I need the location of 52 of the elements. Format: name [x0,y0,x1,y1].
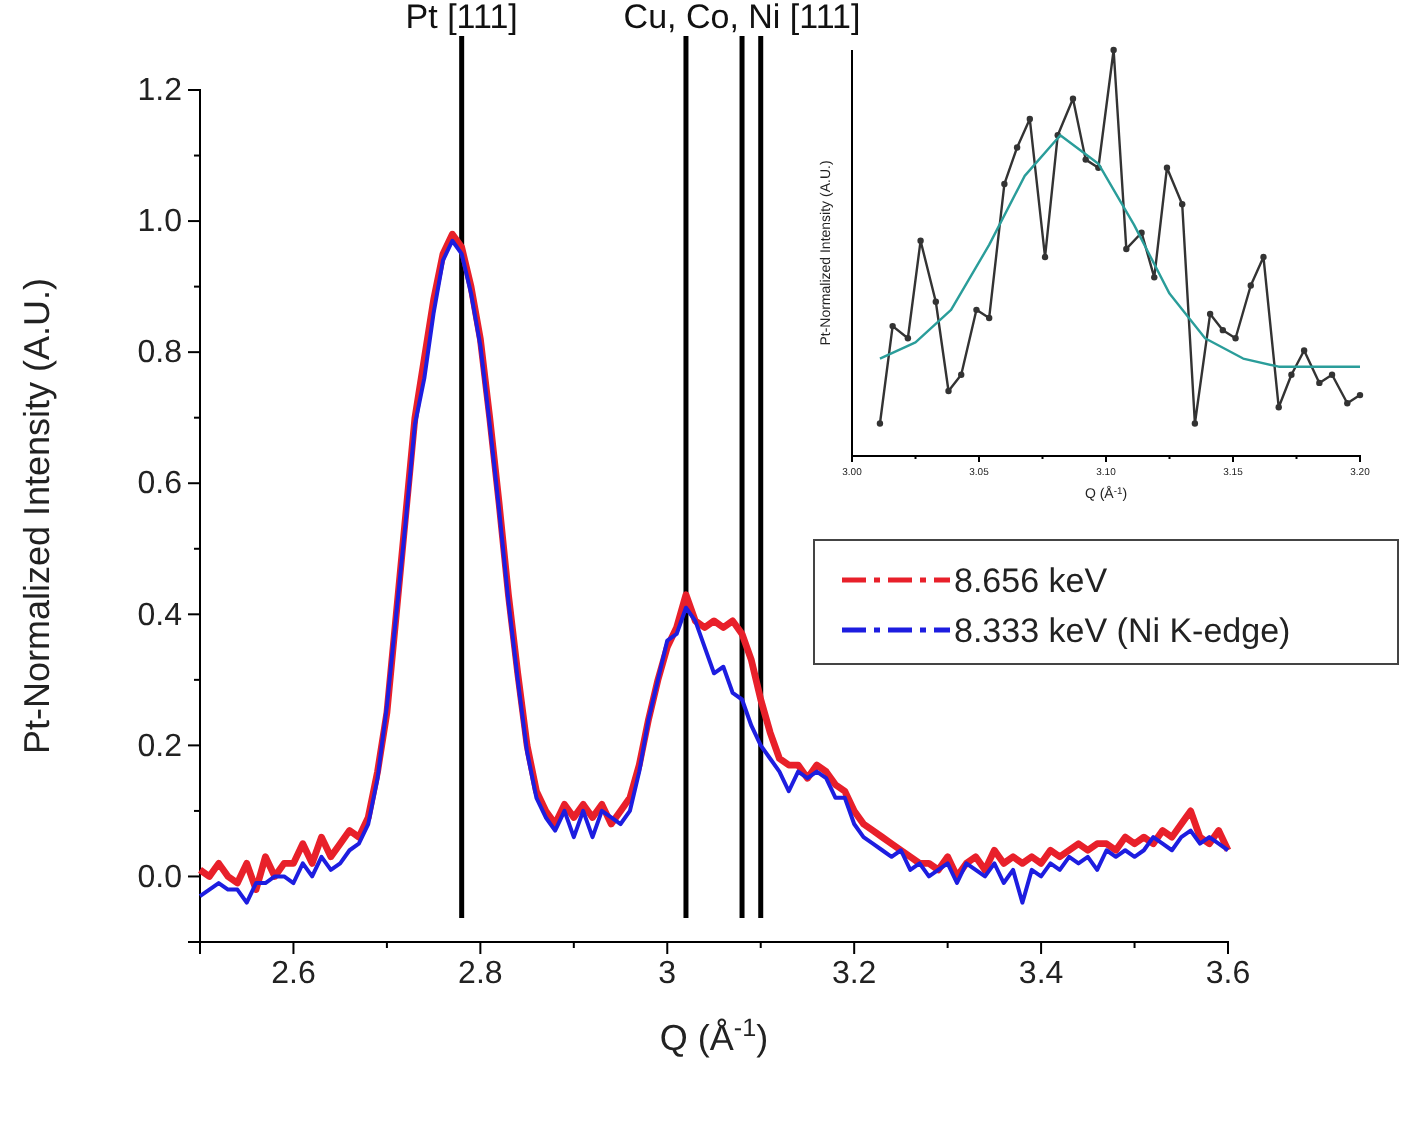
point [1163,164,1171,171]
point [1344,400,1351,407]
x-tick-label: 3 [658,956,677,991]
y-tick-label: 1.2 [137,74,183,109]
point [917,237,924,245]
point [1316,379,1323,387]
point [1082,156,1089,163]
point [889,322,896,330]
point [1191,420,1199,427]
point [932,298,940,305]
point [1179,201,1186,208]
x-tick-label: 2.8 [458,956,503,991]
point [1247,282,1254,289]
point [1001,180,1008,188]
point [1288,371,1295,378]
point [958,371,965,378]
y-tick-label: 0.0 [137,860,183,895]
point [1123,245,1130,253]
point [1300,347,1308,354]
y-tick-label: 0.8 [137,336,183,371]
ref-line-label: Pt [111] [405,0,518,36]
x-tick-label: 3.4 [1018,956,1064,991]
legend-label: 8.656 keV [954,562,1109,600]
point [1013,144,1021,151]
ref-line-label: Cu, Co, Ni [111] [623,0,861,36]
y-tick-label: 0.2 [137,729,183,764]
point [973,306,980,314]
point [1232,335,1239,342]
point [1356,391,1364,399]
point [1260,253,1267,261]
point [945,387,952,395]
y-tick-label: 1.0 [137,205,183,240]
point [876,420,884,427]
point [1041,253,1049,261]
y-axis-title: Pt-Normalized Intensity (A.U.) [16,277,57,755]
point [1026,115,1033,123]
point [1275,404,1282,411]
point [1219,326,1227,334]
point [1110,46,1117,54]
point [1069,95,1077,102]
point [985,314,993,322]
x-tick-label: 3.6 [1205,956,1251,991]
y-tick-label: 0.4 [137,598,183,633]
point [904,335,912,342]
legend-label: 8.333 keV (Ni K-edge) [954,612,1291,650]
y-tick-label: 0.6 [137,467,183,502]
x-axis-title: Q (Å$^{-1}$) [659,1014,769,1058]
x-tick-label: 3.2 [831,956,877,991]
point [1328,371,1336,378]
point [1151,274,1158,281]
point [1206,310,1214,318]
x-tick-label: 2.6 [271,956,316,991]
